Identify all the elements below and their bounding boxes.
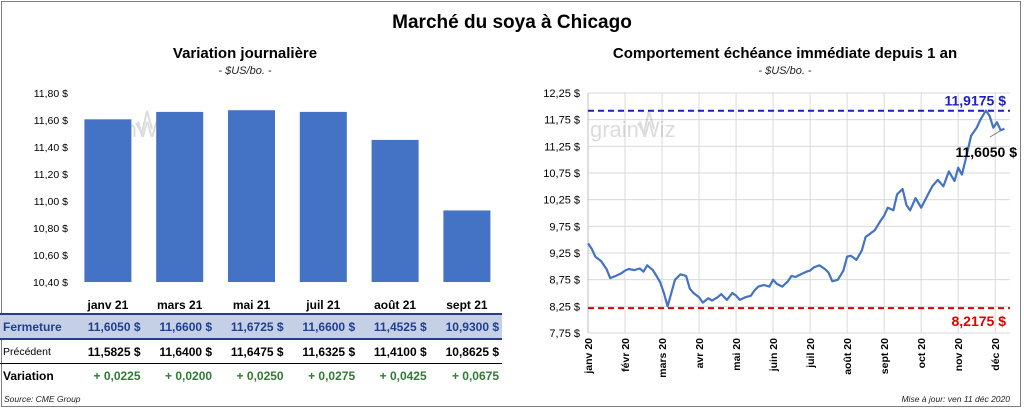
- x-tick-label: avr 20: [694, 338, 706, 369]
- x-tick-label: juil 20: [805, 338, 817, 369]
- y-tick-label: 9,25 $: [549, 248, 580, 260]
- low-reference-label: 8,2175 $: [952, 313, 1007, 329]
- cell-value: 11,6050 $: [72, 313, 144, 340]
- x-tick-label: mai 21: [233, 298, 271, 312]
- cell-value: 11,4525 $: [358, 313, 430, 340]
- table-row-fermeture: Fermeture 11,6050 $ 11,6600 $ 11,6725 $ …: [0, 313, 502, 340]
- bar: [299, 111, 347, 283]
- x-tick-label: oct 20: [916, 338, 928, 369]
- x-tick-label: sept 20: [879, 338, 891, 374]
- bar-chart-title: Variation journalière: [172, 45, 318, 62]
- source-note: Source: CME Group: [4, 394, 81, 404]
- y-tick-label: 10,25 $: [543, 195, 580, 207]
- y-tick-label: 10,60 $: [33, 250, 68, 262]
- page-title: Marché du soya à Chicago: [392, 12, 632, 33]
- y-tick-label: 11,20 $: [34, 169, 68, 181]
- price-series-line: [587, 109, 1005, 308]
- y-tick-label: 9,75 $: [549, 221, 580, 233]
- x-tick-label: déc 20: [990, 338, 1002, 371]
- cell-value: 11,6400 $: [159, 344, 213, 359]
- table-row-precedent: Précédent 11,5825 $ 11,6400 $ 11,6475 $ …: [0, 339, 502, 364]
- cell-value: 11,4100 $: [373, 344, 427, 359]
- bar-chart-unit: - $US/bo. -: [218, 65, 272, 77]
- x-tick-label: sept 21: [446, 298, 488, 312]
- cell-value: 11,6600 $: [286, 313, 359, 340]
- line-chart: 7,75 $ 8,25 $ 8,75 $ 9,25 $ 9,75 $ 10,25 $ 10,…: [543, 88, 1017, 378]
- contracts-table: Fermeture 11,6050 $ 11,6600 $ 11,6725 $ …: [0, 313, 502, 387]
- x-tick-label: nov 20: [953, 338, 965, 371]
- y-tick-label: 12,25 $: [543, 88, 580, 100]
- cell-value: 10,9300 $: [429, 313, 502, 340]
- bar: [371, 139, 419, 282]
- x-tick-label: janv 20: [583, 338, 595, 375]
- y-tick-label: 11,75 $: [544, 115, 580, 127]
- x-tick-label: août 20: [842, 338, 854, 375]
- bar: [156, 111, 204, 283]
- y-tick-label: 10,80 $: [33, 223, 68, 235]
- row-label: Précédent: [3, 345, 51, 358]
- watermark-wave: [135, 110, 153, 136]
- line-chart-title: Comportement échéance immédiate depuis 1…: [612, 45, 958, 62]
- cell-value: 10,8625 $: [445, 344, 499, 359]
- y-tick-label: 10,75 $: [543, 168, 580, 180]
- cell-value: + 0,0250: [215, 363, 287, 387]
- y-tick-label: 11,25 $: [544, 141, 580, 153]
- last-value-leader: [989, 130, 1001, 138]
- cell-value: + 0,0225: [72, 363, 144, 387]
- bar: [84, 119, 132, 282]
- watermark-wave: [637, 110, 655, 136]
- cell-value: 11,6600 $: [143, 313, 216, 340]
- y-tick-label: 11,40 $: [34, 142, 68, 154]
- cell-value: + 0,0675: [429, 363, 502, 387]
- update-note: Mise à jour: ven 11 déc 2020: [901, 394, 1010, 404]
- x-tick-label: août 21: [374, 298, 416, 312]
- y-tick-label: 7,75 $: [549, 328, 580, 340]
- cell-value: + 0,0425: [358, 363, 430, 387]
- bar-chart: grainWiz10,40 $10,60 $10,80 $11,00 $11,2…: [33, 88, 491, 312]
- row-label: Variation: [0, 363, 72, 387]
- table-row-variation: Variation + 0,0225 + 0,0200 + 0,0250 + 0…: [0, 363, 502, 387]
- x-tick-label: janv 21: [87, 298, 129, 312]
- cell-value: 11,6725 $: [215, 313, 287, 340]
- y-tick-label: 10,40 $: [33, 277, 68, 289]
- bar: [443, 210, 491, 282]
- high-reference-label: 11,9175 $: [944, 93, 1006, 109]
- x-tick-label: févr 20: [620, 338, 632, 372]
- x-tick-label: juin 20: [768, 338, 780, 372]
- cell-value: 11,6325 $: [302, 344, 356, 359]
- y-tick-label: 11,80 $: [34, 88, 68, 100]
- grainwiz-watermark: grainWiz: [590, 110, 676, 142]
- line-chart-unit: - $US/bo. -: [758, 65, 812, 77]
- cell-value: 11,6475 $: [230, 344, 284, 359]
- y-tick-label: 8,75 $: [549, 275, 580, 287]
- x-tick-label: mai 20: [731, 338, 743, 371]
- row-label: Fermeture: [0, 313, 72, 340]
- x-tick-label: mars 21: [157, 298, 203, 312]
- y-tick-label: 11,60 $: [34, 115, 68, 127]
- bar: [228, 110, 275, 283]
- x-tick-label: juil 21: [305, 298, 340, 312]
- last-value-label: 11,6050 $: [955, 144, 1017, 160]
- y-tick-label: 8,25 $: [549, 301, 580, 313]
- cell-value: + 0,0275: [286, 363, 359, 387]
- cell-value: + 0,0200: [143, 363, 216, 387]
- watermark-text: grainWiz: [590, 117, 676, 142]
- y-tick-label: 11,00 $: [34, 196, 68, 208]
- x-tick-label: mars 20: [657, 338, 669, 378]
- cell-value: 11,5825 $: [87, 344, 141, 359]
